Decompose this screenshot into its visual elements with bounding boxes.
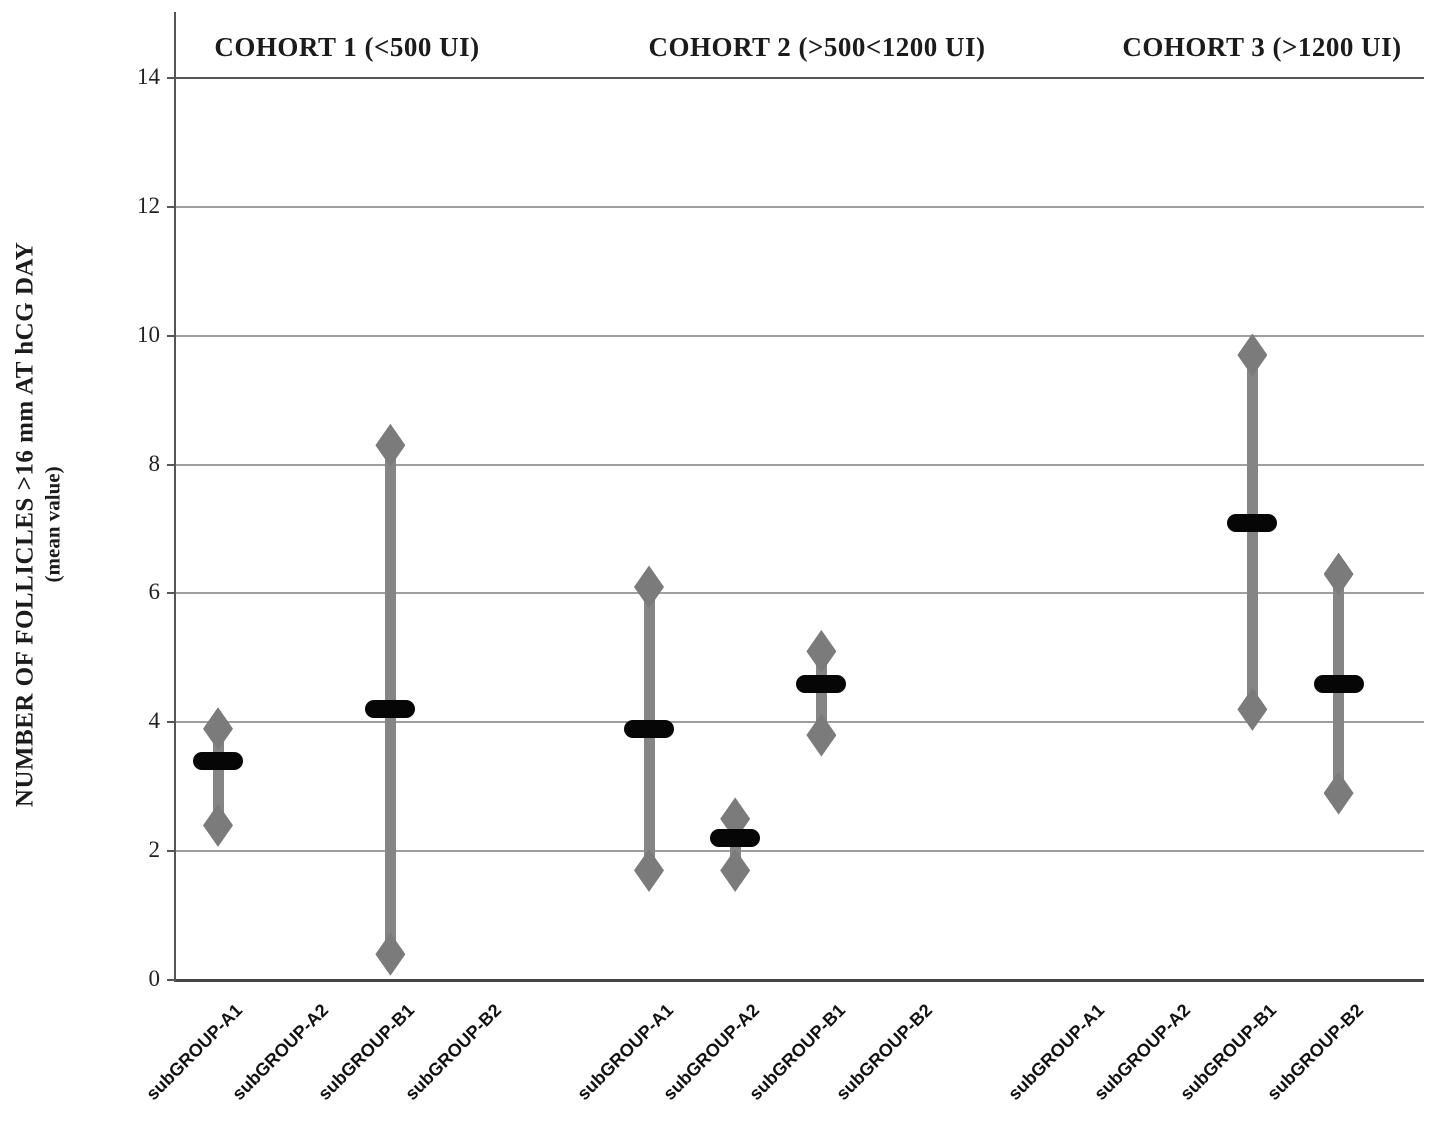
mean-marker: [365, 700, 416, 719]
mean-marker: [710, 829, 761, 848]
gridline: [175, 721, 1424, 724]
mean-marker: [1227, 513, 1278, 532]
gridline: [175, 850, 1424, 853]
y-tick-label: 12: [137, 192, 160, 218]
gridline: [175, 205, 1424, 208]
mean-marker: [624, 719, 674, 738]
range-bar: [1246, 355, 1258, 710]
y-axis-title: NUMBER OF FOLLICLES >16 mm AT hCG DAY (m…: [12, 68, 65, 980]
low-diamond-marker: [1323, 771, 1354, 815]
y-tick-label: 4: [148, 708, 161, 734]
y-tick-label: 10: [137, 321, 160, 347]
range-bar: [384, 445, 396, 955]
high-diamond-marker: [1237, 333, 1268, 377]
low-diamond-marker: [806, 713, 837, 757]
low-diamond-marker: [375, 932, 406, 976]
cohort-header: COHORT 2 (>500<1200 UI): [648, 32, 986, 62]
gridline: [175, 76, 1424, 80]
y-axis-title-line1: NUMBER OF FOLLICLES >16 mm AT hCG DAY: [11, 241, 39, 808]
low-diamond-marker: [634, 848, 664, 892]
high-diamond-marker: [203, 707, 233, 751]
high-diamond-marker: [806, 629, 837, 673]
range-bar: [212, 728, 224, 826]
y-axis-tick: [167, 592, 176, 595]
gridline: [175, 592, 1424, 595]
mean-marker: [1313, 674, 1364, 693]
cohort-header: COHORT 1 (<500 UI): [214, 32, 480, 62]
gridline: [175, 334, 1424, 337]
x-axis-line: [175, 978, 1424, 982]
y-axis-tick: [167, 205, 176, 208]
y-tick-label: 2: [148, 837, 161, 863]
y-tick-label: 0: [148, 966, 161, 991]
mean-marker: [796, 674, 847, 693]
high-diamond-marker: [1323, 552, 1354, 596]
y-axis-tick: [167, 850, 176, 853]
low-diamond-marker: [203, 803, 233, 847]
low-diamond-marker: [1237, 687, 1268, 731]
y-tick-label: 8: [148, 450, 161, 476]
mean-marker: [193, 751, 243, 770]
y-axis-line: [174, 12, 176, 982]
y-tick-label: 14: [137, 64, 160, 89]
y-axis-tick: [167, 721, 176, 724]
y-axis-tick: [167, 979, 176, 981]
y-axis-title-line2: (mean value): [40, 466, 65, 583]
gridline: [175, 463, 1424, 466]
y-tick-label: 6: [148, 579, 161, 605]
low-diamond-marker: [720, 848, 751, 892]
cohort-header: COHORT 3 (>1200 UI): [1122, 32, 1402, 62]
y-axis-tick: [167, 77, 176, 79]
high-diamond-marker: [634, 565, 664, 609]
y-axis-tick: [167, 463, 176, 466]
high-diamond-marker: [375, 423, 406, 467]
y-axis-tick: [167, 334, 176, 337]
range-bar: [815, 651, 827, 736]
